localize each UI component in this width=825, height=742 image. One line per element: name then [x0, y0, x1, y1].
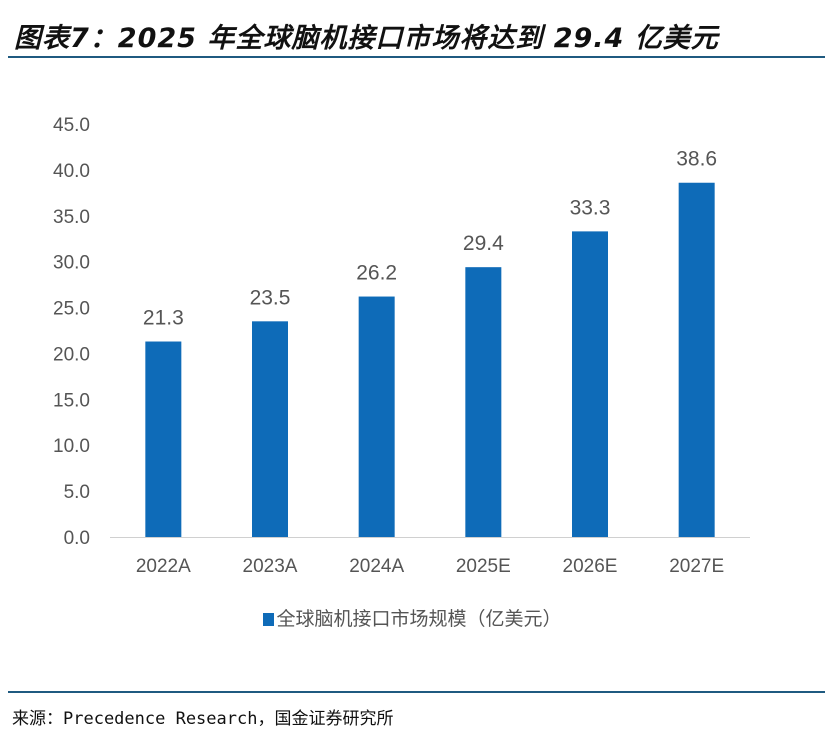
source-divider [8, 691, 825, 693]
value-label: 21.3 [143, 307, 184, 330]
x-tick-label: 2024A [349, 556, 404, 577]
x-tick-label: 2022A [136, 556, 191, 577]
value-label: 29.4 [463, 232, 504, 255]
legend: 全球脑机接口市场规模（亿美元） [0, 604, 825, 631]
bar-2027E [678, 182, 715, 537]
source-note: 来源：Precedence Research，国金证券研究所 [12, 709, 394, 729]
bar-2025E [465, 267, 502, 537]
value-label: 33.3 [570, 196, 611, 219]
y-tick-label: 10.0 [53, 436, 90, 457]
x-tick-label: 2027E [669, 556, 724, 577]
value-label: 23.5 [250, 286, 291, 309]
y-tick-label: 35.0 [53, 207, 90, 228]
x-tick-label: 2026E [563, 556, 618, 577]
title-divider [8, 56, 825, 58]
y-tick-label: 5.0 [64, 482, 90, 503]
x-tick-label: 2025E [456, 556, 511, 577]
y-tick-label: 15.0 [53, 390, 90, 411]
bar-2023A [252, 321, 288, 537]
y-tick-label: 30.0 [53, 253, 90, 274]
bar-2022A [145, 341, 182, 537]
legend-label: 全球脑机接口市场规模（亿美元） [276, 608, 562, 630]
bar-chart: 0.0 5.0 10.0 15.0 20.0 25.0 30.0 35.0 40.0 45.0 21… [53, 115, 750, 577]
y-tick-label: 20.0 [53, 344, 90, 365]
value-label: 26.2 [356, 262, 397, 285]
y-tick-label: 45.0 [53, 115, 90, 136]
y-tick-label: 25.0 [53, 299, 90, 320]
figure-title: 图表7：2025 年全球脑机接口市场将达到 29.4 亿美元 [14, 23, 719, 54]
x-tick-label: 2023A [243, 556, 298, 577]
legend-swatch [263, 613, 275, 626]
bar-2024A [358, 296, 395, 537]
bar-2026E [572, 231, 608, 537]
y-tick-label: 40.0 [53, 161, 90, 182]
value-label: 38.6 [676, 148, 717, 171]
y-tick-label: 0.0 [64, 528, 90, 549]
